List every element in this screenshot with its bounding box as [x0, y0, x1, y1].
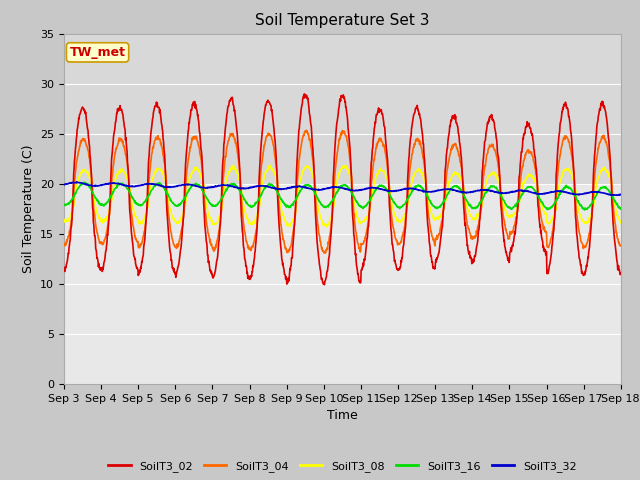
Legend: SoilT3_02, SoilT3_04, SoilT3_08, SoilT3_16, SoilT3_32: SoilT3_02, SoilT3_04, SoilT3_08, SoilT3_… — [104, 457, 581, 477]
Title: Soil Temperature Set 3: Soil Temperature Set 3 — [255, 13, 429, 28]
X-axis label: Time: Time — [327, 409, 358, 422]
Y-axis label: Soil Temperature (C): Soil Temperature (C) — [22, 144, 35, 273]
Bar — [64, 34, 621, 184]
Bar — [64, 184, 621, 384]
Text: TW_met: TW_met — [70, 46, 125, 59]
